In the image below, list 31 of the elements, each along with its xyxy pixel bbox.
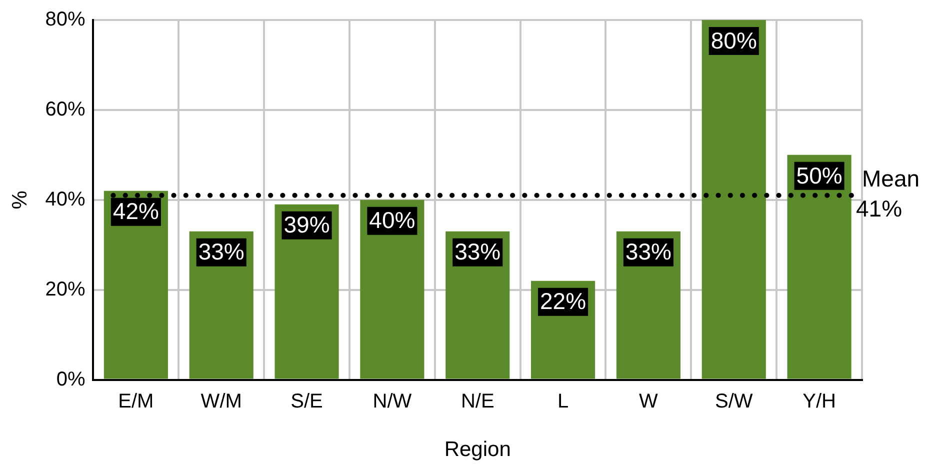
x-tick-label: N/W [372, 390, 412, 412]
data-label: 33% [625, 238, 672, 265]
x-tick-label: E/M [118, 390, 154, 412]
x-tick-label: Y/H [802, 390, 836, 412]
x-tick-label: W/M [200, 390, 242, 412]
x-tick-label: S/W [714, 390, 753, 412]
x-tick-label: W [639, 390, 658, 412]
bar [274, 204, 339, 379]
data-label: 40% [369, 207, 416, 234]
x-tick-label: N/E [460, 390, 494, 412]
bar [104, 190, 168, 379]
data-label: 50% [796, 162, 842, 188]
y-axis-title: % [8, 190, 32, 210]
y-tick-label: 40% [45, 188, 86, 210]
bar [702, 20, 766, 379]
x-axis-title: Region [444, 438, 511, 462]
y-tick-label: 60% [45, 98, 86, 120]
data-label: 33% [454, 238, 501, 265]
data-label: 22% [540, 288, 586, 314]
y-tick-label: 0% [56, 368, 86, 390]
x-tick-label: L [557, 390, 569, 412]
bar [787, 154, 852, 379]
data-label: 33% [198, 238, 244, 265]
y-tick-label: 80% [45, 8, 86, 31]
data-label: 42% [112, 198, 159, 224]
x-tick-label: S/E [290, 390, 323, 412]
data-label: 80% [710, 27, 757, 54]
ref-line-label: Mean 41% [856, 166, 920, 222]
data-label: 39% [284, 212, 330, 238]
bar [360, 200, 424, 379]
y-tick-label: 20% [45, 278, 86, 300]
